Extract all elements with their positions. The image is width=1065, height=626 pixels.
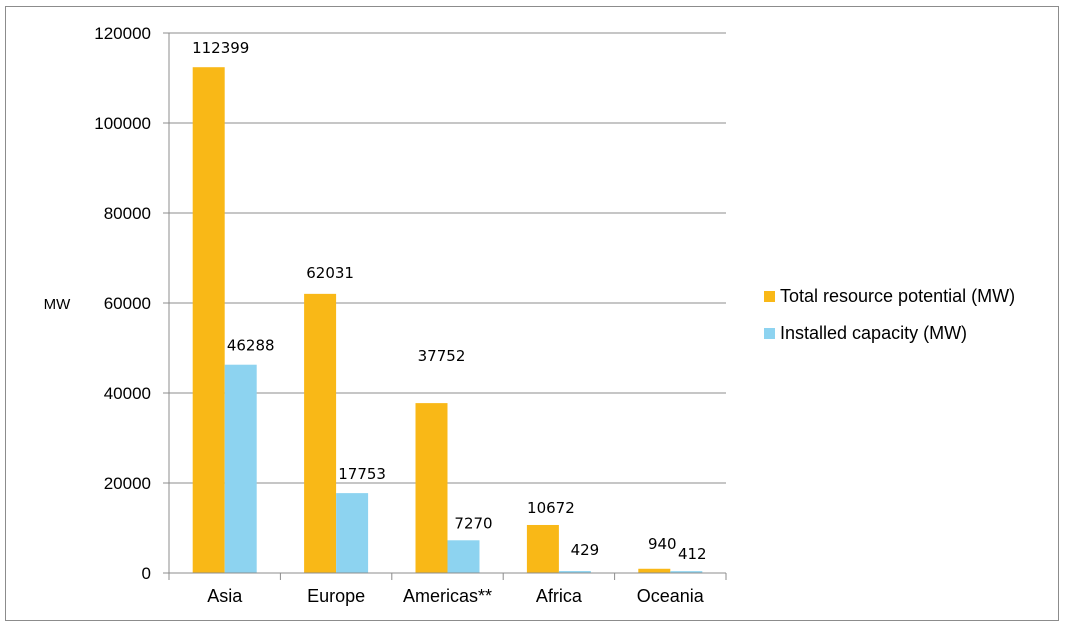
data-label: 112399 [192, 39, 249, 57]
legend-entry: Installed capacity (MW) [780, 323, 967, 343]
data-labels: 112399 46288 62031 17753 37752 7270 10672 429 94… [192, 39, 707, 563]
y-tick-label: 60000 [104, 294, 151, 313]
data-label: 17753 [338, 465, 386, 483]
data-label: 429 [571, 541, 600, 559]
bar-africa-series-1 [526, 524, 559, 573]
x-axis: Asia Europe Americas** Africa Oceania [163, 572, 727, 606]
y-tick-label: 100000 [94, 114, 151, 133]
chart-frame [5, 6, 1059, 621]
data-label: 10672 [527, 499, 575, 517]
y-tick-label: 80000 [104, 204, 151, 223]
y-tick-label: 0 [142, 564, 151, 583]
y-tick-label: 20000 [104, 474, 151, 493]
bar-europe-series-2 [336, 493, 369, 573]
bar-asia-series-1 [192, 67, 225, 573]
x-tick-label: Europe [307, 586, 365, 606]
bar-oceania-series-1 [638, 568, 671, 573]
x-tick-label: Americas** [403, 586, 492, 606]
x-tick-label: Africa [536, 586, 583, 606]
data-label: 37752 [418, 347, 466, 365]
bar-americas-series-2 [447, 540, 480, 573]
legend: Total resource potential (MW) Installed c… [764, 286, 1015, 343]
data-label: 7270 [454, 514, 492, 532]
bar-americas-series-1 [415, 403, 448, 573]
x-tick-label: Asia [207, 586, 243, 606]
bar-asia-series-2 [224, 364, 257, 573]
y-tick-label: 120000 [94, 24, 151, 43]
y-axis-label: MW [44, 296, 71, 313]
data-label: 940 [648, 535, 677, 553]
legend-swatch [764, 328, 775, 339]
data-label: 46288 [227, 337, 275, 355]
bars [192, 67, 703, 573]
data-label: 62031 [306, 264, 354, 282]
bar-africa-series-2 [558, 571, 591, 573]
bar-europe-series-1 [304, 293, 337, 573]
x-tick-label: Oceania [637, 586, 705, 606]
legend-swatch [764, 291, 775, 302]
y-axis-ticks: 0 20000 40000 60000 80000 100000 120000 [94, 24, 170, 583]
bar-oceania-series-2 [670, 571, 703, 573]
data-label: 412 [678, 545, 707, 563]
y-tick-label: 40000 [104, 384, 151, 403]
gridlines [169, 32, 726, 484]
legend-entry: Total resource potential (MW) [780, 286, 1015, 306]
